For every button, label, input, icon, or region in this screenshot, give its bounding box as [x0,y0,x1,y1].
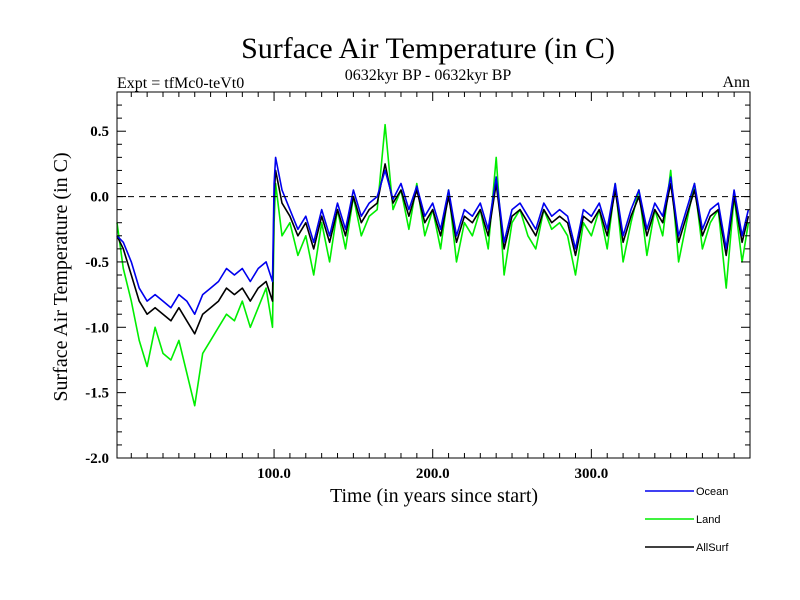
plot-frame [116,91,751,459]
x-axis-label: Time (in years since start) [330,485,538,507]
series-line-ocean [116,156,750,316]
legend-label-land: Land [696,514,720,526]
tick-labels: 100.0 200.0 300.0 -2.0 -1.5 -1.0 -0.5 0.0 0.5 [85,124,608,482]
x-tick-label: 200.0 [416,466,450,482]
chart-subtitle: 0632kyr BP - 0632kyr BP [345,67,512,84]
legend: Ocean Land AllSurf [645,486,729,554]
y-axis-label: Surface Air Temperature (in C) [50,152,72,401]
series-line-allsurf [116,163,750,335]
legend-label-allsurf: AllSurf [696,542,729,554]
y-tick-label: -1.5 [85,386,109,402]
y-tick-label: 0.5 [90,124,109,140]
series-line-land [116,123,750,407]
y-tick-label: -1.0 [85,320,109,336]
x-tick-label: 300.0 [574,466,608,482]
experiment-label: Expt = tfMc0-teVt0 [117,75,244,92]
y-tick-label: -2.0 [85,451,109,467]
y-tick-label: 0.0 [90,190,109,206]
x-tick-label: 100.0 [257,466,291,482]
season-label: Ann [722,74,750,91]
plot-series [116,123,750,407]
legend-label-ocean: Ocean [696,486,728,498]
chart-title: Surface Air Temperature (in C) [241,32,615,65]
axis-ticks [117,91,750,459]
y-tick-label: -0.5 [85,255,109,271]
